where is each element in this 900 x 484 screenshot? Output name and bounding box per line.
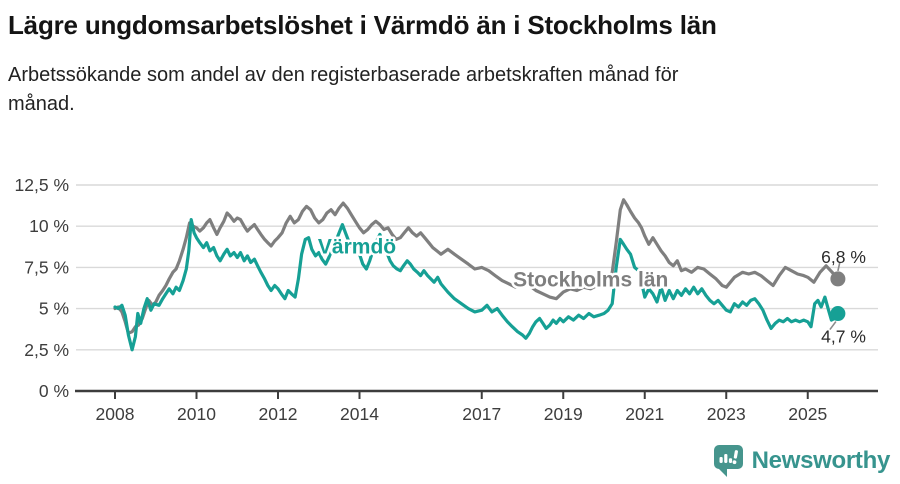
y-axis-tick-label: 7,5 %	[24, 257, 69, 277]
series-label-stockholms-l-n: Stockholms län	[513, 268, 668, 291]
x-axis-tick-label: 2023	[707, 404, 746, 424]
brand-name: Newsworthy	[751, 447, 891, 474]
x-axis-tick-label: 2019	[544, 404, 583, 424]
series-line-stockholms-l-n	[113, 198, 840, 335]
x-axis-tick-label: 2021	[625, 404, 664, 424]
y-axis-tick-label: 12,5 %	[15, 175, 69, 195]
series-label-v-rmd-: Värmdö	[318, 235, 396, 258]
x-axis-tick-label: 2008	[96, 404, 135, 424]
y-axis-tick-label: 5 %	[39, 299, 69, 319]
end-label-connector	[837, 261, 841, 272]
y-axis-tick-label: 10 %	[29, 216, 69, 236]
series-end-value-label: 4,7 %	[821, 327, 866, 347]
unemployment-chart-svg: 0 % 2,5 % 5 % 7,5 % 10 % 12,5 % 2008 2010 2012 20…	[15, 175, 878, 424]
x-axis-tick-label: 2014	[340, 404, 379, 424]
subtitle-line-2: månad.	[8, 93, 75, 116]
x-axis-tick-label: 2010	[177, 404, 216, 424]
page-subtitle: Arbetssökande som andel av den registerb…	[8, 61, 868, 119]
series-end-dot	[830, 306, 846, 322]
y-axis-tick-label: 2,5 %	[24, 340, 69, 360]
series-end-dot	[830, 271, 846, 287]
end-label-connector	[829, 321, 837, 331]
page-title: Lägre ungdomsarbetslöshet i Värmdö än i …	[8, 10, 717, 40]
series-end-value-label: 6,8 %	[821, 247, 866, 267]
newsworthy-logo[interactable]: Newsworthy	[713, 444, 890, 478]
y-axis-tick-label: 0 %	[39, 381, 69, 401]
x-axis-tick-label: 2012	[259, 404, 298, 424]
bar-chart-speech-bubble-icon	[713, 445, 743, 477]
x-axis-tick-label: 2025	[788, 404, 827, 424]
line-chart: 0 % 2,5 % 5 % 7,5 % 10 % 12,5 % 2008 2010 2012 20…	[0, 160, 900, 435]
subtitle-line-1: Arbetssökande som andel av den registerb…	[8, 64, 679, 87]
series-line-v-rmd-	[113, 217, 840, 352]
x-axis-tick-label: 2017	[462, 404, 501, 424]
